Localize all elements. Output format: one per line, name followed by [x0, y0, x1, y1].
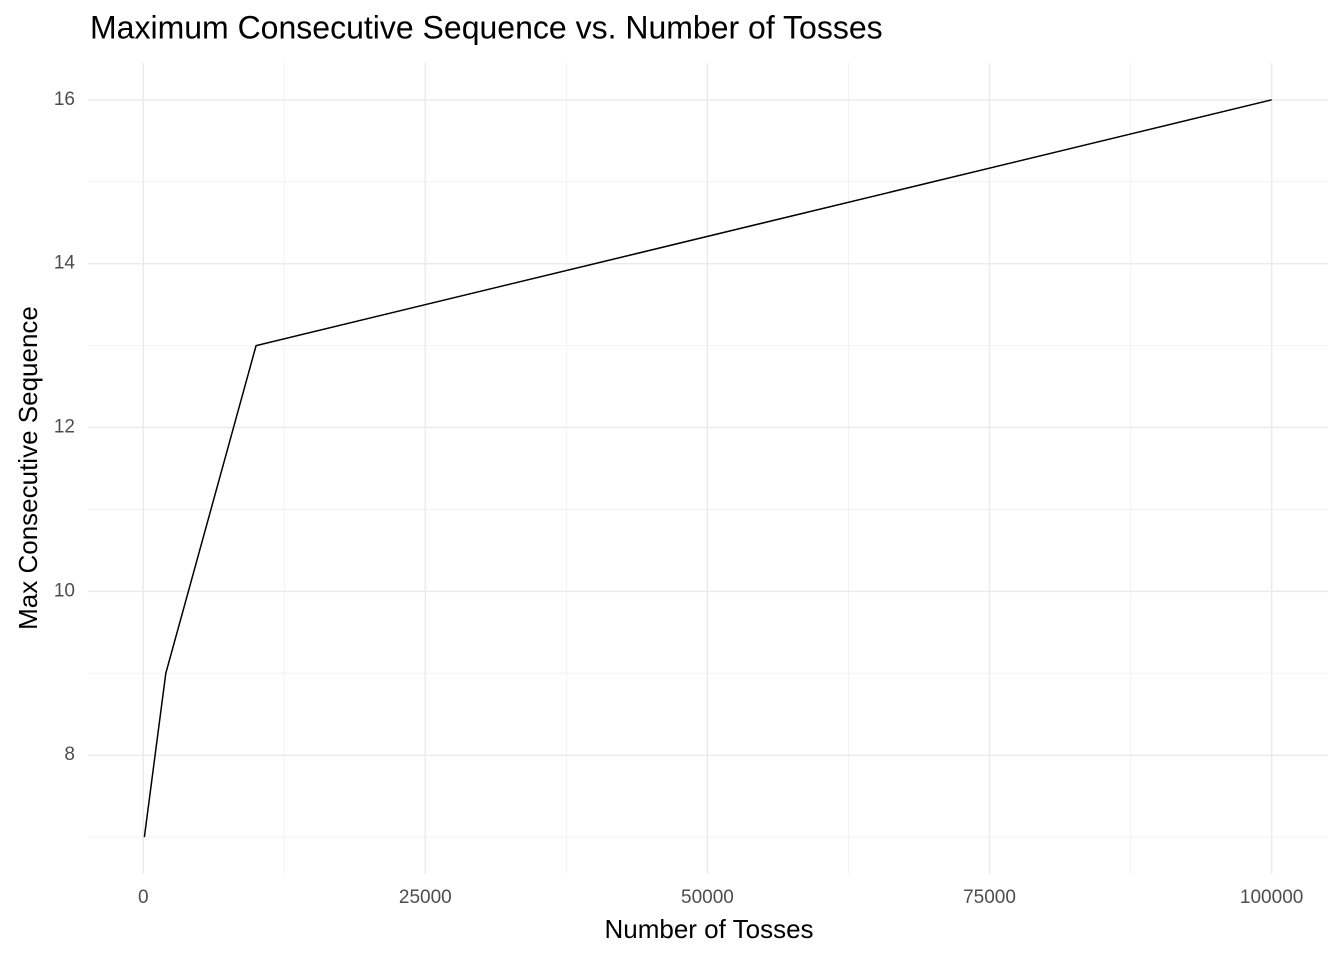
y-tick-label: 10 — [54, 580, 75, 601]
x-tick-label: 50000 — [681, 887, 734, 908]
y-tick-label: 16 — [54, 89, 75, 110]
x-axis-title: Number of Tosses — [604, 914, 813, 944]
y-tick-label: 14 — [54, 253, 76, 274]
x-tick-label: 0 — [138, 887, 149, 908]
x-tick-label: 100000 — [1240, 887, 1303, 908]
y-tick-label: 12 — [54, 417, 75, 438]
x-tick-label: 25000 — [399, 887, 452, 908]
x-tick-label: 75000 — [963, 887, 1016, 908]
y-tick-label: 8 — [64, 744, 75, 765]
grid — [88, 63, 1328, 874]
y-axis-title: Max Consecutive Sequence — [13, 306, 43, 630]
chart-title: Maximum Consecutive Sequence vs. Number … — [90, 9, 883, 45]
line-series — [143, 99, 1272, 838]
